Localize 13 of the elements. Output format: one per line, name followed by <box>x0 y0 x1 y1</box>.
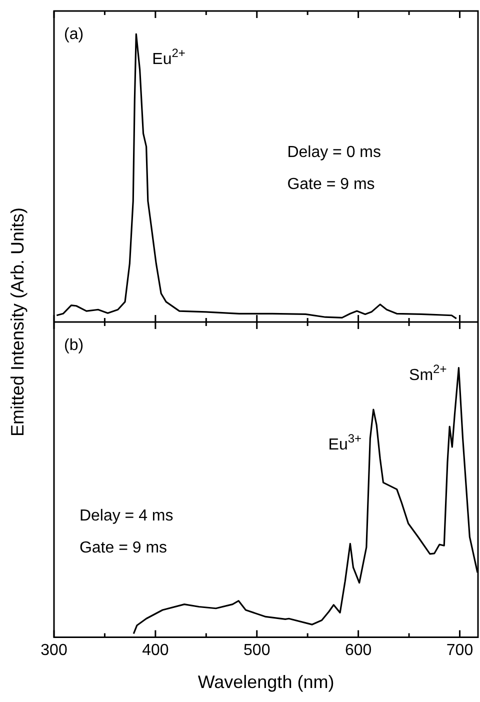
annotation: (a) <box>64 26 84 43</box>
x-tick-label: 700 <box>446 642 474 660</box>
x-tick-label: 600 <box>344 642 372 660</box>
x-axis-title: Wavelength (nm) <box>198 672 334 692</box>
y-axis-title: Emitted Intensity (Arb. Units) <box>8 207 28 437</box>
annotation: Delay = 4 ms <box>79 508 174 525</box>
annotation: Gate = 9 ms <box>287 176 375 194</box>
x-tick-label: 300 <box>40 642 68 660</box>
annotation: Gate = 9 ms <box>79 540 168 557</box>
text: (b) <box>64 337 84 354</box>
x-tick-label: 400 <box>142 642 169 660</box>
x-tick-label: 500 <box>244 642 270 660</box>
annotation: Delay = 0 ms <box>287 144 382 162</box>
